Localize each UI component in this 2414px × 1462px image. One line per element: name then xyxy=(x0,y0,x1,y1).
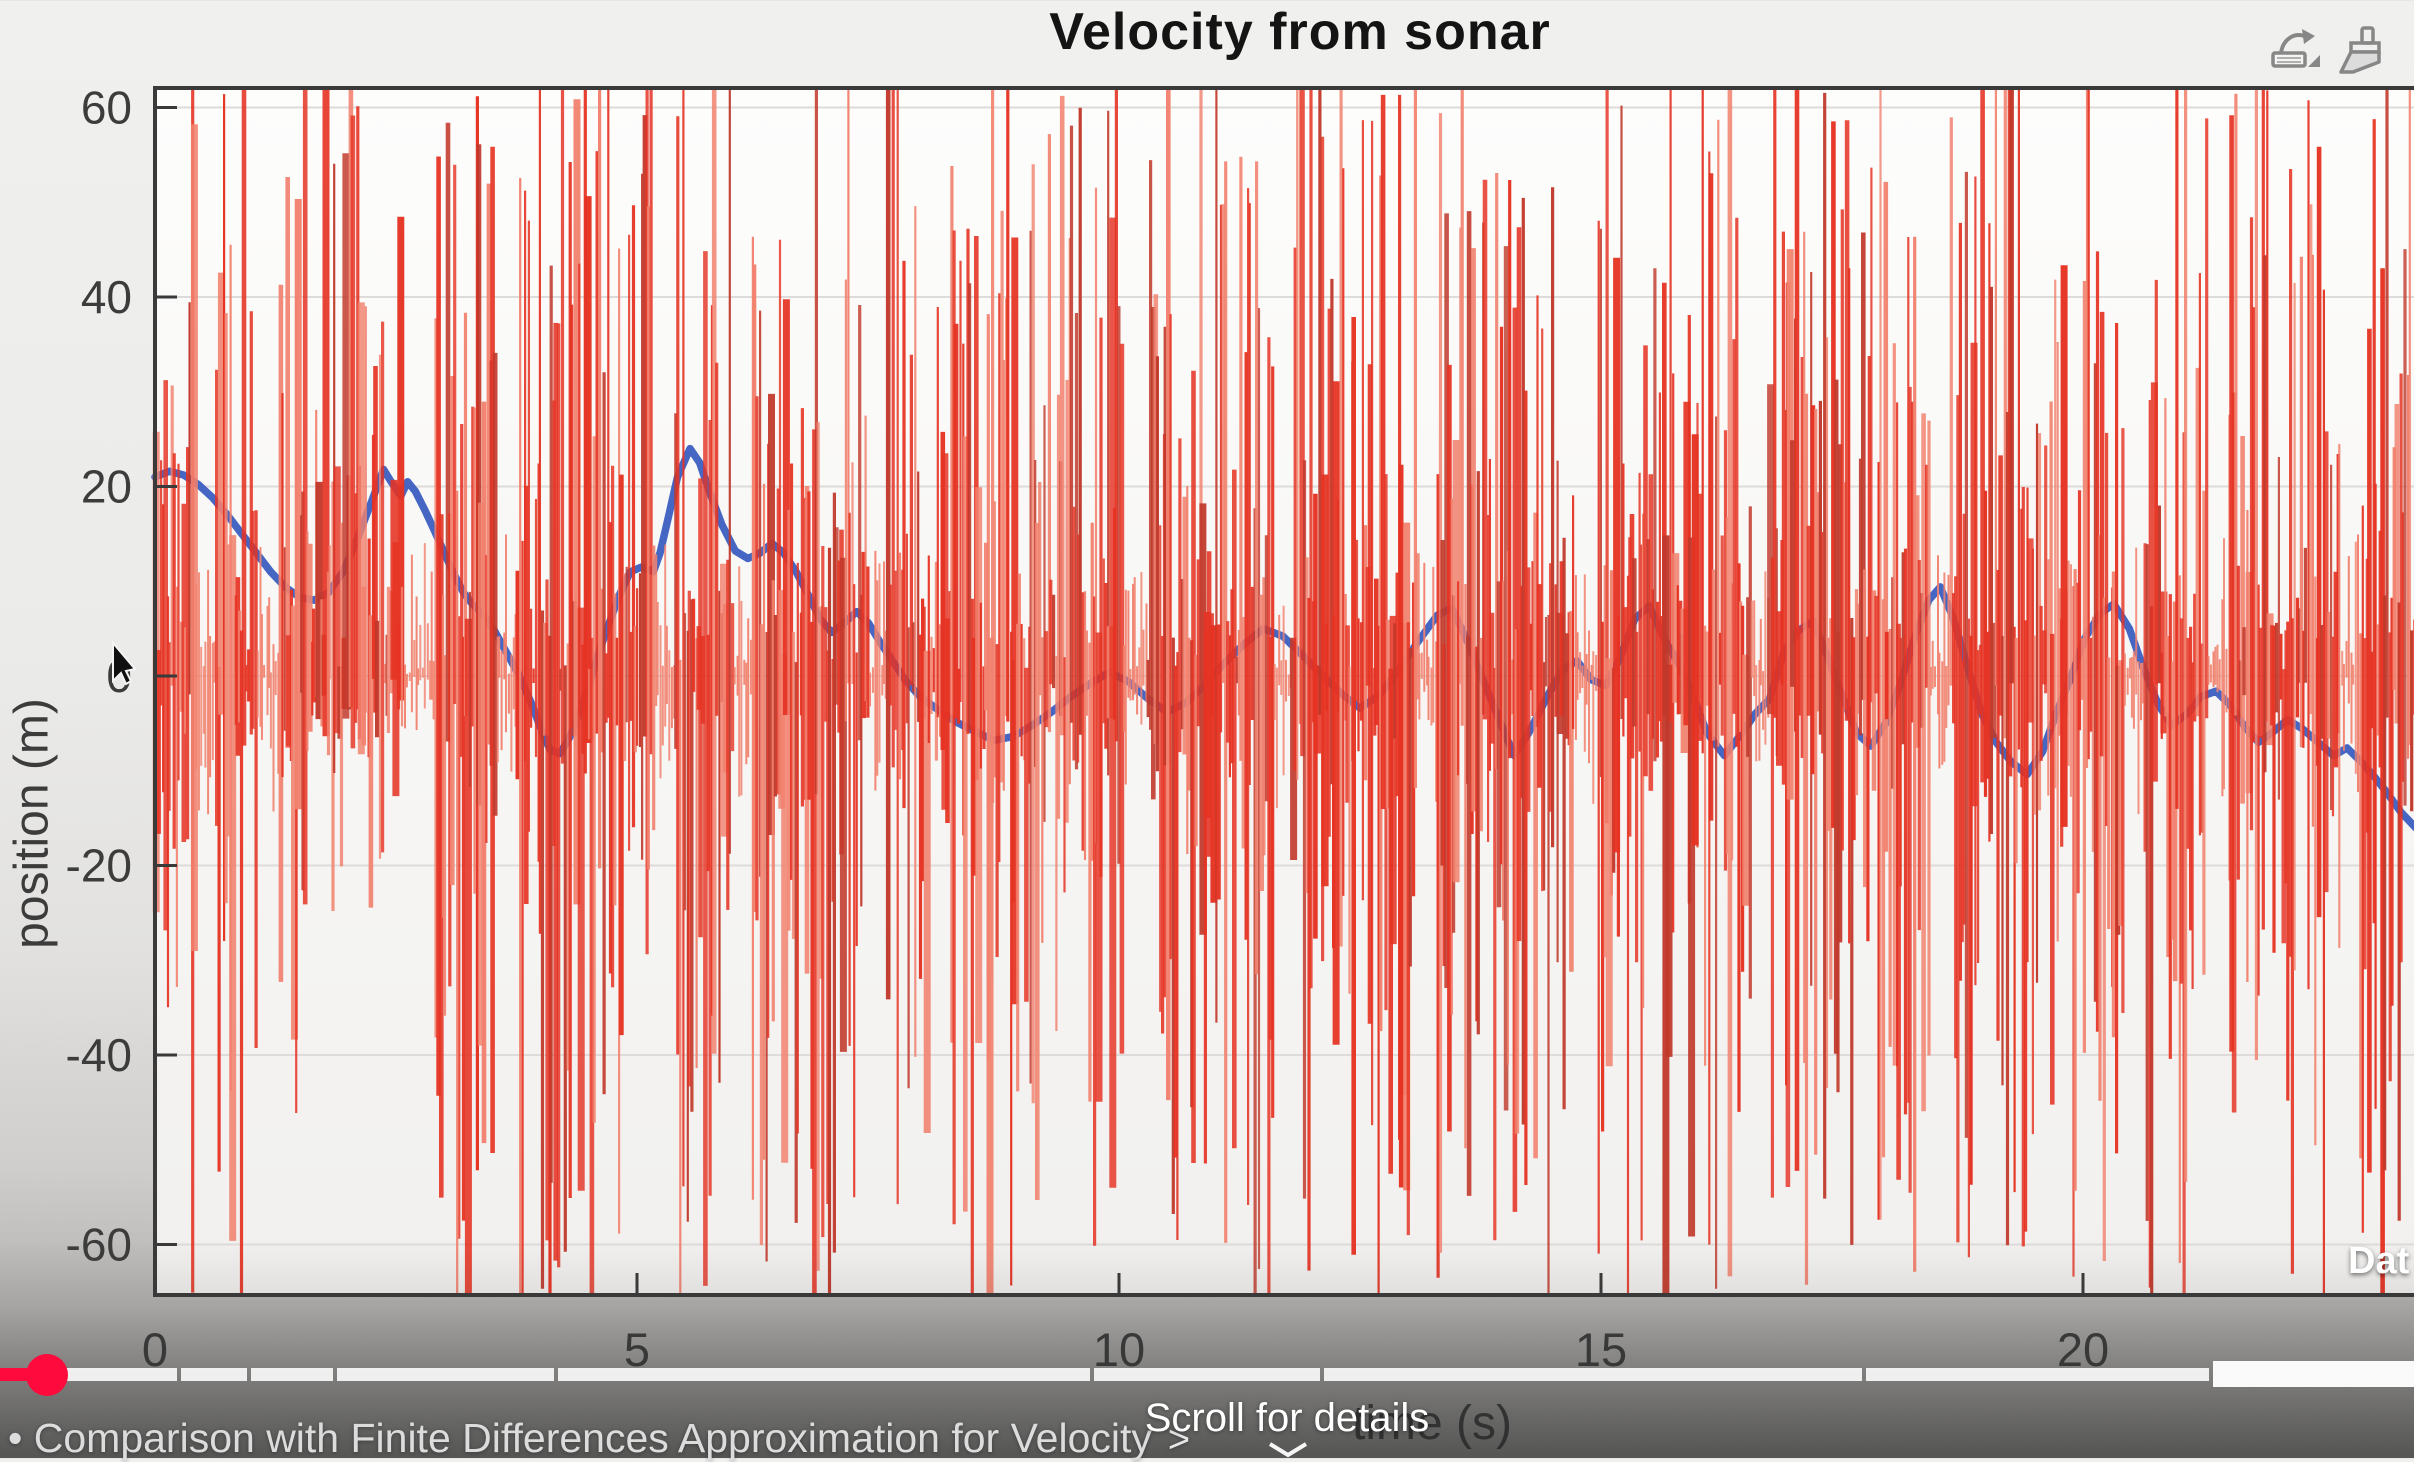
scroll-for-details-hint[interactable]: Scroll for details xyxy=(1144,1396,1430,1440)
progress-chapter-segment[interactable] xyxy=(2213,1361,2414,1387)
y-axis-label: position (m) xyxy=(5,698,59,949)
y-tick-label: -60 xyxy=(66,1219,132,1271)
velocity-noise-series xyxy=(152,87,2414,1295)
progress-chapter-segment[interactable] xyxy=(1094,1368,1320,1381)
progress-chapter-segment[interactable] xyxy=(337,1368,554,1381)
progress-scrubber-handle[interactable] xyxy=(26,1354,68,1396)
y-tick-label: 60 xyxy=(81,82,132,134)
datatips-icon-partial[interactable] xyxy=(2400,26,2414,76)
progress-chapter-segment[interactable] xyxy=(181,1368,247,1381)
y-tick-label: -40 xyxy=(66,1029,132,1081)
progress-chapter-segment[interactable] xyxy=(558,1368,1090,1381)
chevron-down-icon[interactable] xyxy=(1262,1442,1314,1458)
brush-icon[interactable] xyxy=(2334,26,2386,76)
progress-chapter-segment[interactable] xyxy=(1324,1368,1862,1381)
progress-chapter-segment[interactable] xyxy=(251,1368,333,1381)
chart-title: Velocity from sonar xyxy=(1049,3,1551,61)
datatip-overlay-label: Dat xyxy=(2348,1240,2410,1282)
export-icon[interactable] xyxy=(2268,26,2320,76)
caption-bullet: • xyxy=(8,1415,23,1461)
y-tick-label: -20 xyxy=(66,840,132,892)
y-tick-label: 40 xyxy=(81,271,132,323)
progress-chapter-segment[interactable] xyxy=(1866,1368,2209,1381)
y-tick-label: 0 xyxy=(106,650,132,702)
caption-text: Comparison with Finite Differences Appro… xyxy=(33,1415,1152,1461)
video-caption[interactable]: • Comparison with Finite Differences App… xyxy=(8,1415,1190,1462)
axes-toolbar xyxy=(2268,26,2414,76)
y-tick-label: 20 xyxy=(81,461,132,513)
